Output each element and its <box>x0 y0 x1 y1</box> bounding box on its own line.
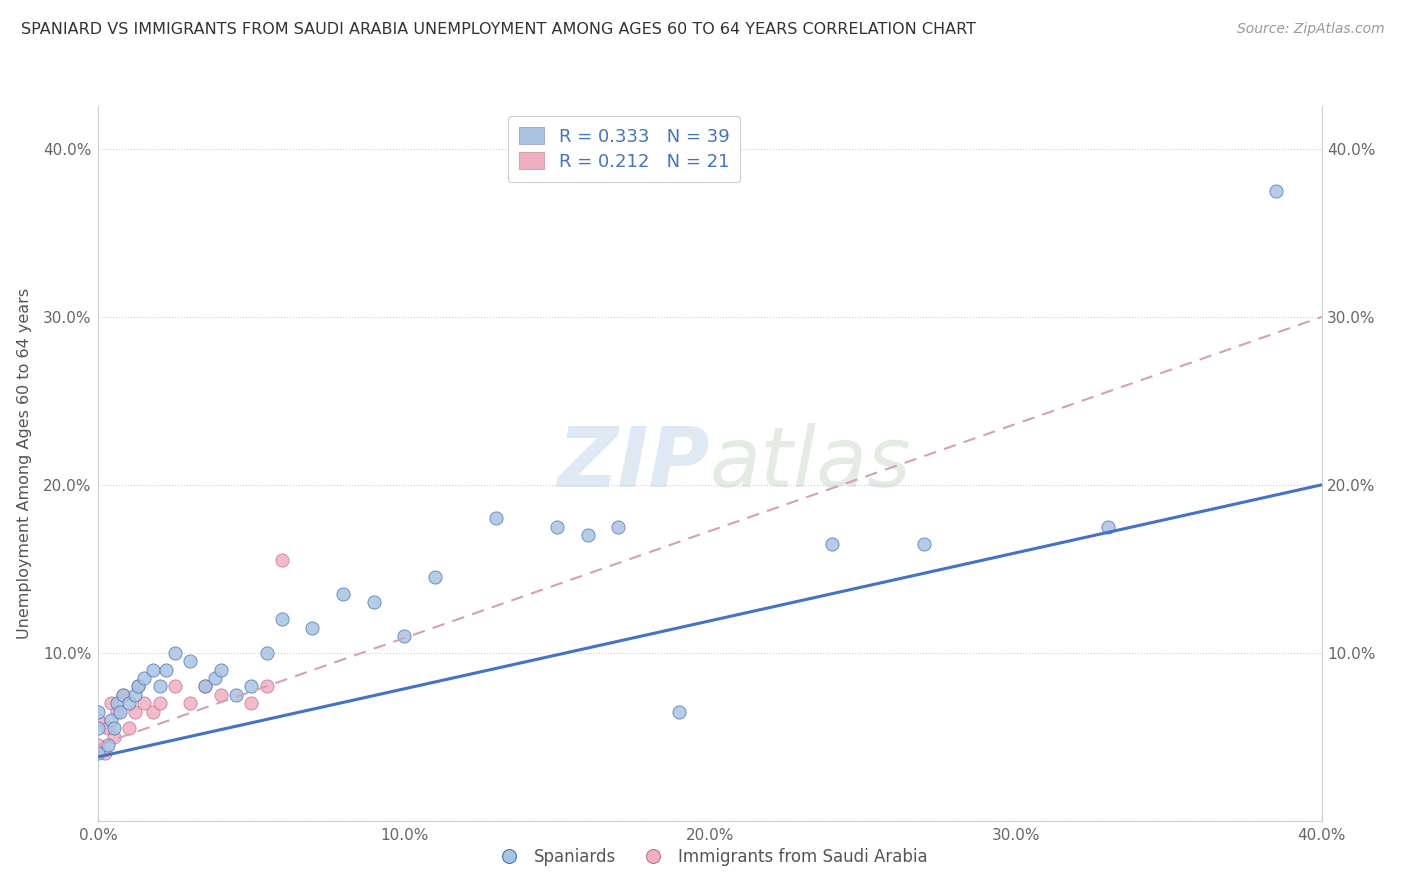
Point <box>111 688 134 702</box>
Point <box>392 629 416 643</box>
Point <box>87 747 110 761</box>
Point <box>103 721 125 735</box>
Y-axis label: Unemployment Among Ages 60 to 64 years: Unemployment Among Ages 60 to 64 years <box>17 288 32 640</box>
Point <box>118 721 141 735</box>
Point <box>485 511 508 525</box>
Point <box>270 553 292 567</box>
Point <box>149 679 172 693</box>
Point <box>111 688 134 702</box>
Point <box>332 587 354 601</box>
Point <box>134 671 156 685</box>
Point <box>1264 184 1286 198</box>
Point <box>225 688 247 702</box>
Point <box>108 705 131 719</box>
Point <box>87 705 110 719</box>
Point <box>209 688 232 702</box>
Point <box>87 713 110 727</box>
Point <box>105 705 128 719</box>
Point <box>194 679 217 693</box>
Point <box>105 696 128 710</box>
Point <box>363 595 385 609</box>
Text: SPANIARD VS IMMIGRANTS FROM SAUDI ARABIA UNEMPLOYMENT AMONG AGES 60 TO 64 YEARS : SPANIARD VS IMMIGRANTS FROM SAUDI ARABIA… <box>21 22 976 37</box>
Point <box>179 696 201 710</box>
Text: Source: ZipAtlas.com: Source: ZipAtlas.com <box>1237 22 1385 37</box>
Point <box>163 679 186 693</box>
Point <box>163 646 186 660</box>
Point <box>103 730 125 744</box>
Point <box>256 679 278 693</box>
Point <box>668 705 690 719</box>
Point <box>576 528 599 542</box>
Point <box>821 536 844 550</box>
Point <box>93 747 115 761</box>
Point <box>97 738 120 752</box>
Point <box>100 713 122 727</box>
Point <box>127 679 149 693</box>
Point <box>142 663 165 677</box>
Point <box>124 688 146 702</box>
Point <box>155 663 177 677</box>
Point <box>256 646 278 660</box>
Point <box>87 738 110 752</box>
Point <box>127 679 149 693</box>
Point <box>204 671 226 685</box>
Point <box>240 696 263 710</box>
Text: ZIP: ZIP <box>557 424 710 504</box>
Point <box>546 520 568 534</box>
Point <box>118 696 141 710</box>
Point <box>87 721 110 735</box>
Point <box>301 621 323 635</box>
Point <box>423 570 446 584</box>
Point <box>134 696 156 710</box>
Point <box>97 721 120 735</box>
Point <box>179 654 201 668</box>
Point <box>1097 520 1119 534</box>
Text: atlas: atlas <box>710 424 911 504</box>
Point <box>607 520 630 534</box>
Point <box>270 612 292 626</box>
Point <box>124 705 146 719</box>
Point <box>100 696 122 710</box>
Point <box>142 705 165 719</box>
Legend: Spaniards, Immigrants from Saudi Arabia: Spaniards, Immigrants from Saudi Arabia <box>485 842 935 873</box>
Point <box>240 679 263 693</box>
Point <box>209 663 232 677</box>
Point <box>149 696 172 710</box>
Point <box>194 679 217 693</box>
Point <box>912 536 935 550</box>
